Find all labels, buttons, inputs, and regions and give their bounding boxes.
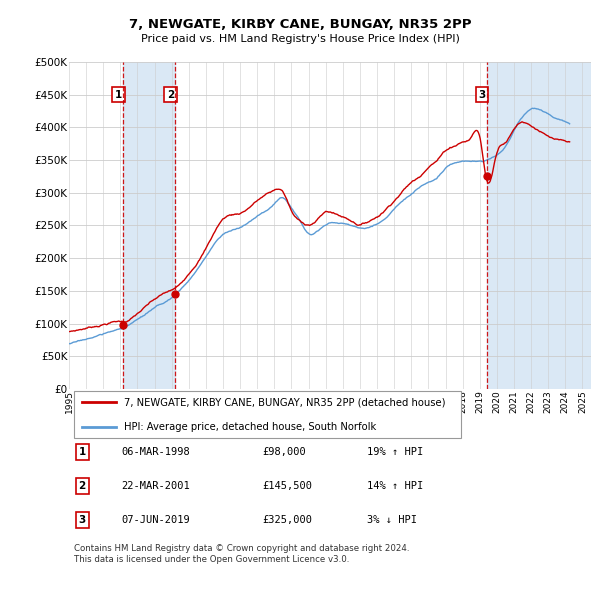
Bar bbox=[487, 62, 591, 389]
Text: Price paid vs. HM Land Registry's House Price Index (HPI): Price paid vs. HM Land Registry's House … bbox=[140, 34, 460, 44]
Text: HPI: Average price, detached house, South Norfolk: HPI: Average price, detached house, Sout… bbox=[124, 422, 376, 432]
FancyBboxPatch shape bbox=[74, 391, 461, 438]
Text: 22-MAR-2001: 22-MAR-2001 bbox=[121, 481, 190, 491]
Text: 2: 2 bbox=[167, 90, 174, 100]
Text: 19% ↑ HPI: 19% ↑ HPI bbox=[367, 447, 423, 457]
Text: 14% ↑ HPI: 14% ↑ HPI bbox=[367, 481, 423, 491]
Text: 3: 3 bbox=[79, 515, 86, 525]
Text: Contains HM Land Registry data © Crown copyright and database right 2024.
This d: Contains HM Land Registry data © Crown c… bbox=[74, 544, 410, 563]
Text: 3: 3 bbox=[478, 90, 485, 100]
Text: 7, NEWGATE, KIRBY CANE, BUNGAY, NR35 2PP (detached house): 7, NEWGATE, KIRBY CANE, BUNGAY, NR35 2PP… bbox=[124, 397, 445, 407]
Text: 7, NEWGATE, KIRBY CANE, BUNGAY, NR35 2PP: 7, NEWGATE, KIRBY CANE, BUNGAY, NR35 2PP bbox=[129, 18, 471, 31]
Text: 07-JUN-2019: 07-JUN-2019 bbox=[121, 515, 190, 525]
Text: 1: 1 bbox=[79, 447, 86, 457]
Text: 2: 2 bbox=[79, 481, 86, 491]
Text: £145,500: £145,500 bbox=[262, 481, 312, 491]
Text: 3% ↓ HPI: 3% ↓ HPI bbox=[367, 515, 416, 525]
Text: 06-MAR-1998: 06-MAR-1998 bbox=[121, 447, 190, 457]
Text: £98,000: £98,000 bbox=[262, 447, 306, 457]
Text: 1: 1 bbox=[115, 90, 122, 100]
Text: £325,000: £325,000 bbox=[262, 515, 312, 525]
Bar bbox=[124, 62, 175, 389]
